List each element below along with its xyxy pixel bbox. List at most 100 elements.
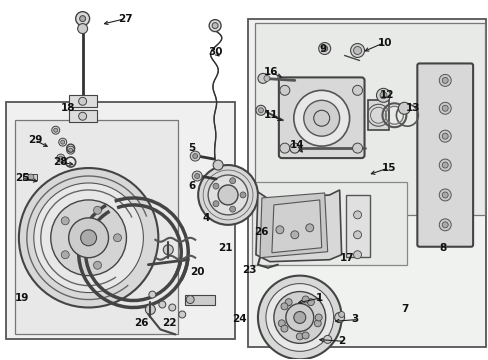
Text: 4: 4 — [202, 213, 209, 223]
Text: 26: 26 — [134, 319, 149, 328]
Text: 25: 25 — [15, 173, 29, 183]
Circle shape — [190, 151, 200, 161]
Text: 19: 19 — [15, 293, 29, 302]
Bar — [23, 174, 37, 180]
Circle shape — [240, 192, 245, 198]
Circle shape — [350, 44, 364, 58]
Circle shape — [93, 261, 102, 269]
Text: 21: 21 — [218, 243, 232, 253]
Circle shape — [68, 218, 108, 258]
Text: 6: 6 — [188, 181, 195, 191]
Bar — [345, 195, 369, 257]
Circle shape — [179, 311, 185, 318]
Circle shape — [229, 206, 235, 212]
Circle shape — [279, 143, 289, 153]
Text: 18: 18 — [61, 103, 75, 113]
Circle shape — [293, 311, 305, 323]
Circle shape — [218, 185, 238, 205]
Text: 13: 13 — [405, 103, 419, 113]
Text: 27: 27 — [118, 14, 133, 24]
Circle shape — [229, 178, 235, 184]
Circle shape — [78, 24, 87, 33]
Text: 29: 29 — [28, 135, 42, 145]
Circle shape — [54, 128, 58, 132]
Bar — [254, 23, 484, 215]
Circle shape — [255, 105, 265, 115]
Circle shape — [314, 320, 321, 327]
Circle shape — [353, 231, 361, 239]
Circle shape — [168, 304, 175, 311]
Text: 24: 24 — [232, 314, 246, 324]
Circle shape — [441, 162, 447, 168]
Circle shape — [334, 312, 344, 323]
Circle shape — [258, 108, 263, 113]
Circle shape — [352, 85, 362, 95]
Circle shape — [438, 130, 450, 142]
Circle shape — [79, 97, 86, 105]
Text: 15: 15 — [381, 163, 395, 173]
Circle shape — [61, 217, 69, 225]
Polygon shape — [271, 200, 321, 253]
Circle shape — [281, 303, 287, 310]
Circle shape — [264, 75, 269, 81]
Bar — [68, 110, 96, 122]
Circle shape — [398, 102, 409, 114]
Circle shape — [289, 143, 299, 153]
Bar — [251, 182, 407, 265]
Circle shape — [441, 77, 447, 84]
Bar — [185, 294, 215, 305]
Bar — [6, 102, 235, 339]
Text: 23: 23 — [242, 265, 256, 275]
Circle shape — [279, 85, 289, 95]
Polygon shape — [255, 190, 341, 262]
Circle shape — [303, 100, 339, 136]
Circle shape — [258, 276, 341, 359]
Circle shape — [81, 230, 96, 246]
Circle shape — [321, 45, 327, 51]
Circle shape — [186, 296, 194, 303]
Text: 22: 22 — [162, 319, 177, 328]
Polygon shape — [260, 193, 327, 258]
Circle shape — [93, 206, 102, 214]
Circle shape — [273, 292, 325, 343]
Text: 11: 11 — [264, 110, 278, 120]
Circle shape — [208, 175, 247, 215]
Text: 28: 28 — [53, 157, 67, 167]
Text: 16: 16 — [264, 67, 278, 77]
Circle shape — [318, 42, 330, 54]
Circle shape — [61, 251, 69, 259]
Text: 26: 26 — [253, 227, 268, 237]
Circle shape — [265, 284, 333, 351]
Circle shape — [57, 154, 64, 162]
Circle shape — [438, 75, 450, 86]
Circle shape — [79, 112, 86, 120]
Text: 17: 17 — [339, 253, 353, 263]
Circle shape — [19, 168, 158, 307]
Circle shape — [441, 105, 447, 111]
Circle shape — [159, 301, 165, 308]
Text: 14: 14 — [289, 140, 304, 150]
Circle shape — [68, 148, 73, 152]
Circle shape — [59, 156, 62, 160]
Circle shape — [352, 143, 362, 153]
Text: 5: 5 — [188, 143, 195, 153]
Circle shape — [52, 126, 60, 134]
Circle shape — [307, 299, 314, 306]
Circle shape — [61, 140, 64, 144]
Circle shape — [51, 200, 126, 276]
Circle shape — [192, 154, 197, 159]
Text: 8: 8 — [438, 243, 446, 253]
Circle shape — [194, 174, 199, 179]
Circle shape — [376, 88, 389, 102]
Circle shape — [302, 296, 308, 303]
Circle shape — [275, 226, 283, 234]
Text: 1: 1 — [315, 293, 322, 302]
Circle shape — [338, 311, 344, 318]
Circle shape — [438, 219, 450, 231]
FancyBboxPatch shape — [278, 77, 364, 158]
Circle shape — [278, 320, 285, 327]
Text: 12: 12 — [379, 90, 393, 100]
Bar — [15, 120, 178, 334]
Circle shape — [80, 15, 85, 22]
Circle shape — [353, 251, 361, 259]
